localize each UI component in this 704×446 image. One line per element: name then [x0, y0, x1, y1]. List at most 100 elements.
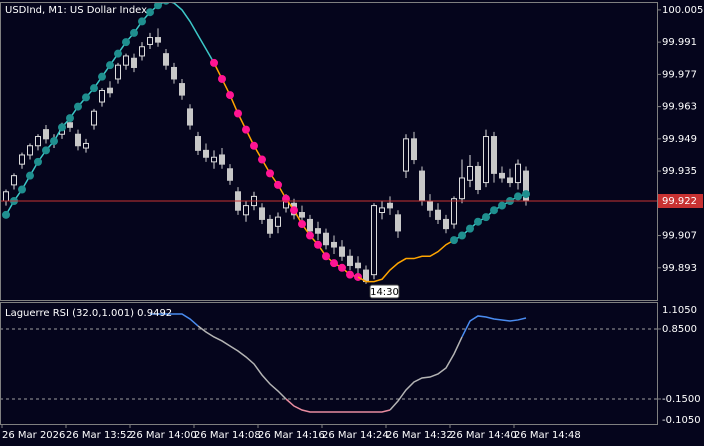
overlay-line-marker	[330, 259, 338, 268]
candle-body	[411, 138, 417, 161]
candle-body	[163, 53, 169, 66]
candle-body	[19, 154, 25, 165]
candle-body	[443, 218, 449, 230]
y-tick-label: 0.8500	[662, 324, 697, 335]
overlay-line-marker	[42, 146, 50, 155]
candle-body	[227, 168, 233, 181]
current-price-box	[658, 194, 703, 208]
x-tick-label: 26 Mar 13:52	[66, 430, 133, 441]
y-tick-label: 99.963	[662, 102, 697, 113]
rsi-line	[150, 313, 199, 327]
candle-body	[419, 170, 425, 202]
overlay-line-marker	[346, 270, 354, 279]
candle-body	[219, 154, 225, 165]
candle-body	[131, 57, 137, 68]
overlay-line-marker	[242, 125, 250, 134]
candle-body	[115, 64, 121, 80]
candle-body	[299, 212, 305, 218]
x-tick-label: 26 Mar 14:08	[194, 430, 261, 441]
candle-body	[3, 191, 9, 202]
candle-body	[403, 138, 409, 172]
candle-body	[43, 129, 49, 140]
candle-body	[379, 207, 385, 214]
overlay-line-marker	[266, 169, 274, 178]
overlay-line-marker	[58, 123, 66, 132]
candle-body	[83, 142, 89, 149]
candle-body	[99, 89, 105, 103]
main-plot	[0, 3, 657, 284]
overlay-line-marker	[114, 49, 122, 58]
overlay-line-marker	[458, 231, 466, 240]
overlay-line-marker	[298, 220, 306, 229]
candle-body	[323, 232, 329, 246]
overlay-line-marker	[498, 201, 506, 210]
y-tick-label: 99.893	[662, 263, 697, 274]
candle-body	[27, 145, 33, 156]
candle-body	[147, 37, 153, 45]
overlay-line-marker	[322, 252, 330, 261]
overlay-line-marker	[82, 93, 90, 102]
overlay-line-marker	[474, 217, 482, 226]
candle-body	[427, 200, 433, 211]
candle-body	[491, 136, 497, 174]
overlay-line-marker	[130, 28, 138, 37]
candle-body	[267, 218, 273, 234]
overlay-line	[171, 3, 215, 64]
cursor-label: 14:30	[370, 287, 399, 298]
candle-body	[315, 228, 321, 234]
overlay-line-marker	[50, 137, 58, 146]
overlay-line-marker	[522, 190, 530, 199]
axes: 100.005 99.991 99.977 99.963 99.949 99.935 99.…	[1, 5, 703, 441]
overlay-line-marker	[146, 8, 154, 17]
overlay-line-marker	[74, 102, 82, 111]
candle-body	[187, 108, 193, 126]
candle-body	[75, 133, 81, 147]
overlay-line-marker	[66, 114, 74, 123]
overlay-line-marker	[2, 210, 10, 219]
overlay-line-marker	[514, 192, 522, 201]
overlay-line-marker	[26, 171, 34, 180]
candle-body	[259, 207, 265, 220]
x-tick-label: 26 Mar 14:48	[514, 430, 581, 441]
candle-body	[475, 165, 481, 190]
current-price-label: 99.922	[662, 196, 697, 207]
y-tick-label: 100.005	[662, 5, 703, 16]
y-tick-label: 99.977	[662, 69, 697, 80]
overlay-line-marker	[122, 38, 130, 47]
overlay-line-marker	[18, 185, 26, 194]
x-tick-label: 26 Mar 14:00	[130, 430, 197, 441]
overlay-line-marker	[290, 206, 298, 215]
overlay-line	[357, 239, 455, 283]
candle-body	[515, 163, 521, 184]
overlay-line-marker	[314, 240, 322, 249]
overlay-line-marker	[218, 74, 226, 83]
candle-body	[123, 55, 129, 66]
candle-body	[331, 241, 337, 248]
y-tick-label: 99.949	[662, 134, 697, 145]
overlay-line-marker	[450, 236, 458, 245]
x-tick-label: 26 Mar 2026	[2, 430, 65, 441]
candle-body	[171, 66, 177, 80]
candle-body	[243, 205, 249, 216]
rsi-line	[285, 398, 391, 413]
candle-body	[507, 177, 513, 184]
overlay-line-marker	[154, 3, 162, 10]
candle-body	[467, 165, 473, 181]
candle-body	[211, 156, 217, 163]
candle-body	[195, 136, 201, 151]
candle-body	[347, 255, 353, 266]
candle-body	[91, 110, 97, 126]
candle-body	[35, 136, 41, 147]
overlay-line-marker	[162, 3, 170, 5]
x-tick-label: 26 Mar 14:32	[386, 430, 453, 441]
overlay-line-marker	[490, 206, 498, 215]
candle-body	[395, 214, 401, 232]
overlay-line-marker	[466, 224, 474, 233]
candle-body	[155, 37, 161, 43]
candle-body	[499, 172, 505, 179]
scale-top-label: 1.1050	[662, 305, 697, 316]
cursor-box	[369, 284, 400, 299]
